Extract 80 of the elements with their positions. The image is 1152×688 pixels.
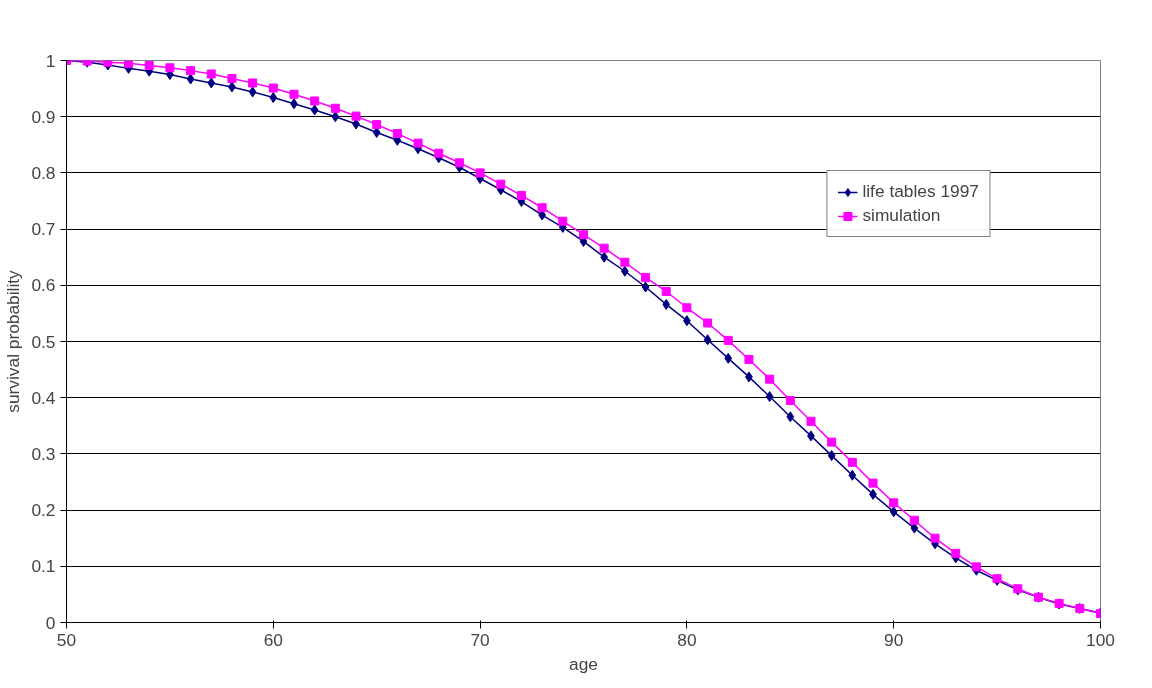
point (248, 86, 257, 98)
y-tick-label: 0.8 (31, 162, 56, 183)
point (475, 168, 485, 178)
point (827, 437, 837, 447)
point (868, 478, 878, 488)
y-tick-label: 0.5 (31, 331, 56, 352)
point (641, 281, 650, 293)
y-tick-label: 0.6 (31, 275, 56, 296)
point (889, 506, 898, 518)
y-tick-label: 1 (45, 50, 56, 71)
point (806, 416, 816, 426)
point (724, 352, 733, 364)
point (847, 457, 857, 467)
x-tick-label: 70 (470, 629, 490, 650)
point (351, 111, 361, 121)
y-axis-title: survival probability (3, 269, 24, 413)
y-tick-label: 0.3 (31, 443, 56, 464)
point (537, 203, 547, 213)
point (496, 179, 506, 189)
point (682, 303, 692, 313)
point (413, 138, 423, 148)
x-axis-title: age (569, 653, 598, 674)
point (434, 148, 444, 158)
point (103, 60, 113, 67)
x-tick-label: 80 (677, 629, 697, 650)
y-tick-label: 0.9 (31, 106, 56, 127)
point (516, 190, 526, 200)
point (765, 391, 774, 403)
x-tick-label: 100 (1086, 629, 1115, 650)
point (848, 469, 857, 481)
y-tick-label: 0 (45, 612, 56, 633)
point (330, 103, 340, 113)
point (600, 251, 609, 263)
point (392, 129, 402, 139)
point (268, 83, 278, 93)
point (703, 318, 713, 328)
point (372, 120, 382, 130)
point (227, 73, 237, 83)
point (744, 354, 754, 364)
point (889, 498, 899, 508)
y-tick-label: 0.7 (31, 219, 56, 240)
point (951, 548, 961, 558)
point (269, 92, 278, 104)
point (909, 515, 919, 525)
point (331, 111, 340, 123)
point (144, 61, 154, 71)
x-tick-label: 90 (884, 629, 904, 650)
point (310, 104, 319, 116)
y-tick-label: 0.4 (31, 387, 56, 408)
point (641, 272, 651, 282)
point (310, 96, 320, 106)
y-tick-label: 0.2 (31, 500, 56, 521)
point (786, 411, 795, 423)
x-tick-label: 50 (56, 629, 77, 650)
legend-label: life tables 1997 (862, 181, 979, 202)
point (248, 78, 258, 88)
point (207, 77, 216, 89)
point (165, 63, 175, 73)
point (186, 66, 196, 76)
legend-label: simulation (862, 205, 941, 226)
point (703, 334, 712, 346)
point (579, 230, 588, 240)
point (723, 335, 733, 345)
point (124, 60, 134, 68)
point (827, 450, 836, 462)
point (454, 158, 464, 168)
point (971, 562, 981, 572)
point (186, 73, 195, 85)
point (765, 374, 775, 384)
point (558, 216, 568, 226)
point (785, 396, 795, 406)
point (599, 243, 609, 253)
x-tick-label: 60 (263, 629, 283, 650)
point (662, 298, 671, 310)
point (661, 286, 671, 296)
point (620, 257, 630, 267)
point (289, 89, 299, 99)
y-tick-label: 0.1 (31, 556, 56, 577)
point (930, 533, 940, 543)
point (206, 69, 216, 79)
